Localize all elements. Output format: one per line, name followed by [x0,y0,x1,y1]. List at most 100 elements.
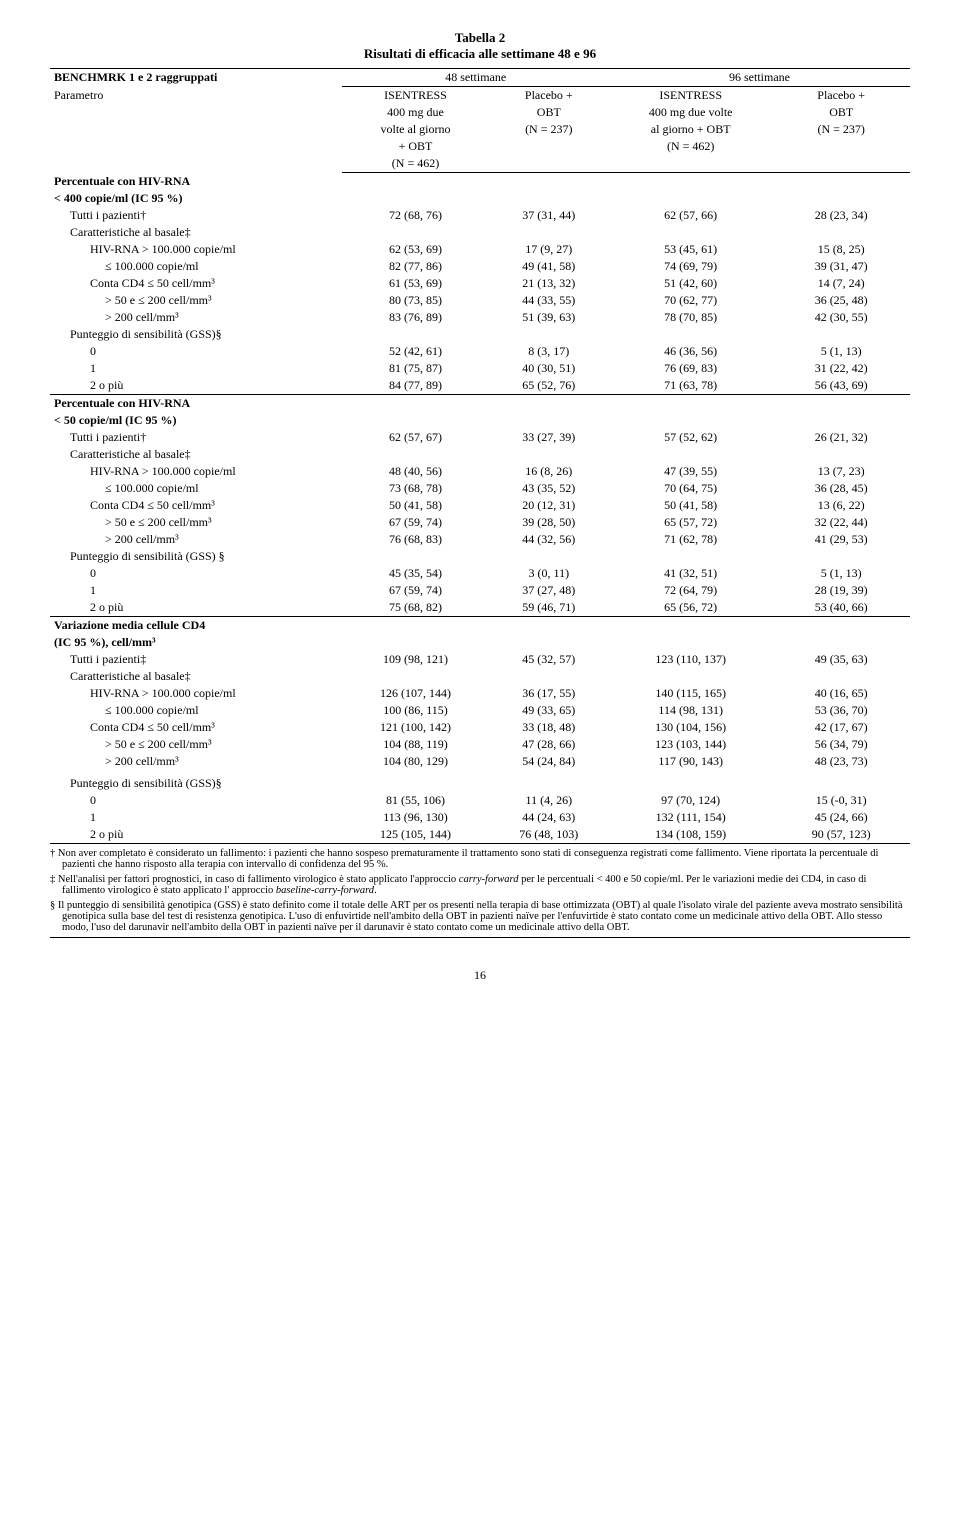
cell: 31 (22, 42) [772,360,910,377]
cell: 70 (62, 77) [609,292,772,309]
row-label: 0 [50,343,342,360]
cell: 76 (69, 83) [609,360,772,377]
cell: 113 (96, 130) [342,809,488,826]
cell: 3 (0, 11) [489,565,609,582]
cell: 13 (6, 22) [772,497,910,514]
cell: 104 (80, 129) [342,753,488,775]
table-row: ≤ 100.000 copie/ml100 (86, 115)49 (33, 6… [50,702,910,719]
cell: 54 (24, 84) [489,753,609,775]
cell: 40 (30, 51) [489,360,609,377]
cell: 80 (73, 85) [342,292,488,309]
table-row: > 200 cell/mm³76 (68, 83)44 (32, 56)71 (… [50,531,910,548]
cell: 72 (68, 76) [342,207,488,224]
sectionA-title1: Percentuale con HIV-RNA [50,173,342,190]
row-label: 2 o più [50,826,342,843]
row-label: Punteggio di sensibilità (GSS)§ [50,775,342,792]
table-row: 045 (35, 54)3 (0, 11)41 (32, 51)5 (1, 13… [50,565,910,582]
cell: 37 (31, 44) [489,207,609,224]
cell: 49 (35, 63) [772,651,910,668]
cell: 8 (3, 17) [489,343,609,360]
cell: 21 (13, 32) [489,275,609,292]
row-label: > 50 e ≤ 200 cell/mm³ [50,292,342,309]
col1-line1: ISENTRESS [342,87,488,105]
cell: 65 (52, 76) [489,377,609,395]
cell: 33 (27, 39) [489,429,609,446]
col2-line1: Placebo + [489,87,609,105]
table-row: 081 (55, 106)11 (4, 26)97 (70, 124)15 (-… [50,792,910,809]
table-row: HIV-RNA > 100.000 copie/ml48 (40, 56)16 … [50,463,910,480]
page-number: 16 [50,968,910,983]
sectionC-title2: (IC 95 %), cell/mm³ [50,634,342,651]
cell: 61 (53, 69) [342,275,488,292]
cell: 53 (45, 61) [609,241,772,258]
cell: 44 (32, 56) [489,531,609,548]
table-row: > 200 cell/mm³83 (76, 89)51 (39, 63)78 (… [50,309,910,326]
cell: 81 (55, 106) [342,792,488,809]
row-label: > 200 cell/mm³ [50,309,342,326]
footnote-ddagger: ‡ Nell'analisi per fattori prognostici, … [62,874,910,896]
cell: 48 (40, 56) [342,463,488,480]
table-row: > 200 cell/mm³104 (80, 129)54 (24, 84)11… [50,753,910,775]
cell: 125 (105, 144) [342,826,488,843]
col4-line2: OBT [772,104,910,121]
row-label: HIV-RNA > 100.000 copie/ml [50,685,342,702]
header-48wk: 48 settimane [342,69,609,87]
cell: 123 (103, 144) [609,736,772,753]
table-row: 052 (42, 61)8 (3, 17)46 (36, 56)5 (1, 13… [50,343,910,360]
cell: 62 (53, 69) [342,241,488,258]
cell: 67 (59, 74) [342,582,488,599]
cell: 121 (100, 142) [342,719,488,736]
row-label: Tutti i pazienti‡ [50,651,342,668]
table-row: ≤ 100.000 copie/ml73 (68, 78)43 (35, 52)… [50,480,910,497]
col4-line3: (N = 237) [772,121,910,138]
cell: 41 (32, 51) [609,565,772,582]
cell: 104 (88, 119) [342,736,488,753]
sectionB-title2: < 50 copie/ml (IC 95 %) [50,412,342,429]
col3-line1: ISENTRESS [609,87,772,105]
cell: 67 (59, 74) [342,514,488,531]
table-row: HIV-RNA > 100.000 copie/ml126 (107, 144)… [50,685,910,702]
cell: 56 (43, 69) [772,377,910,395]
cell: 36 (25, 48) [772,292,910,309]
row-label: HIV-RNA > 100.000 copie/ml [50,241,342,258]
row-label: ≤ 100.000 copie/ml [50,702,342,719]
row-label: Punteggio di sensibilità (GSS) § [50,548,342,565]
cell: 32 (22, 44) [772,514,910,531]
table-number: Tabella 2 [50,30,910,46]
cell: 16 (8, 26) [489,463,609,480]
cell: 97 (70, 124) [609,792,772,809]
table-row: Conta CD4 ≤ 50 cell/mm³50 (41, 58)20 (12… [50,497,910,514]
cell: 49 (41, 58) [489,258,609,275]
cell: 51 (39, 63) [489,309,609,326]
col3-line4: (N = 462) [609,138,772,155]
row-label: 0 [50,792,342,809]
cell: 37 (27, 48) [489,582,609,599]
col3-line2: 400 mg due volte [609,104,772,121]
row-label: Conta CD4 ≤ 50 cell/mm³ [50,719,342,736]
sectionC-title1: Variazione media cellule CD4 [50,616,342,634]
cell: 62 (57, 67) [342,429,488,446]
cell: 44 (33, 55) [489,292,609,309]
table-title: Risultati di efficacia alle settimane 48… [50,46,910,62]
sectionA-title2: < 400 copie/ml (IC 95 %) [50,190,342,207]
row-label: > 200 cell/mm³ [50,753,342,775]
col2-line2: OBT [489,104,609,121]
cell: 46 (36, 56) [609,343,772,360]
cell: 47 (39, 55) [609,463,772,480]
cell: 62 (57, 66) [609,207,772,224]
cell: 126 (107, 144) [342,685,488,702]
cell: 73 (68, 78) [342,480,488,497]
cell: 123 (110, 137) [609,651,772,668]
cell: 71 (63, 78) [609,377,772,395]
cell: 76 (68, 83) [342,531,488,548]
cell: 82 (77, 86) [342,258,488,275]
cell: 49 (33, 65) [489,702,609,719]
cell: 71 (62, 78) [609,531,772,548]
table-row: > 50 e ≤ 200 cell/mm³80 (73, 85)44 (33, … [50,292,910,309]
cell: 90 (57, 123) [772,826,910,843]
cell: 45 (32, 57) [489,651,609,668]
cell: 51 (42, 60) [609,275,772,292]
cell: 15 (-0, 31) [772,792,910,809]
efficacy-table: BENCHMRK 1 e 2 raggruppati 48 settimane … [50,68,910,843]
row-label: ≤ 100.000 copie/ml [50,258,342,275]
